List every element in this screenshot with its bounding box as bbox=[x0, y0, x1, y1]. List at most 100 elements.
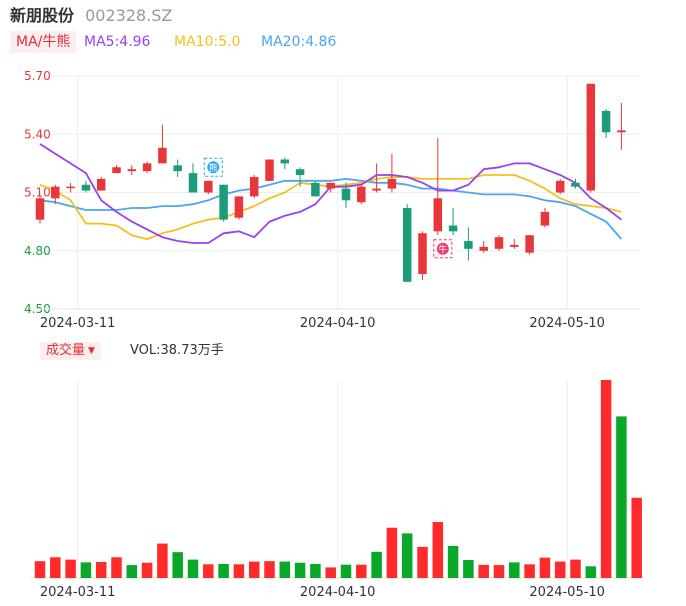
volume-bar-up bbox=[631, 497, 642, 578]
volume-bar-up bbox=[203, 564, 214, 578]
volume-bar-up bbox=[539, 557, 551, 578]
volume-bar-up bbox=[493, 565, 505, 578]
volume-x-tick-label: 2024-03-11 bbox=[40, 585, 116, 600]
volume-indicator-label: 成交量 bbox=[46, 343, 86, 358]
volume-bar-down bbox=[294, 562, 306, 578]
candle-down bbox=[219, 184, 228, 220]
volume-bar-down bbox=[218, 563, 229, 578]
caret-down-icon: ▼ bbox=[88, 346, 95, 356]
stock-name: 新朋股份 bbox=[10, 6, 75, 25]
y-tick-label: 5.70 bbox=[24, 69, 51, 83]
ma20-legend: MA20:4.86 bbox=[261, 34, 337, 50]
candle-up bbox=[51, 186, 60, 199]
volume-bar-down bbox=[340, 564, 352, 578]
volume-bar-up bbox=[478, 564, 489, 578]
stock-header: 新朋股份 002328.SZ bbox=[10, 4, 172, 28]
volume-bar-down bbox=[310, 563, 321, 578]
x-tick-label: 2024-04-10 bbox=[300, 316, 376, 331]
volume-x-tick-label: 2024-04-10 bbox=[300, 585, 376, 600]
candle-up bbox=[96, 178, 106, 191]
volume-bar-down bbox=[371, 551, 382, 578]
y-tick-label: 4.80 bbox=[24, 244, 51, 258]
y-tick-label: 5.40 bbox=[24, 127, 51, 141]
volume-bar-up bbox=[95, 561, 107, 578]
volume-bar-up bbox=[248, 561, 260, 578]
candle-up bbox=[66, 186, 75, 189]
ma5-line bbox=[39, 143, 622, 244]
candle-up bbox=[617, 130, 626, 133]
candle-up bbox=[158, 147, 167, 164]
volume-bar-down bbox=[279, 561, 291, 578]
volume-bar-up bbox=[34, 561, 46, 578]
volume-bar-up bbox=[554, 561, 566, 578]
volume-bar-up bbox=[386, 527, 398, 578]
candle-down bbox=[448, 225, 458, 232]
candle-down bbox=[601, 110, 611, 133]
volume-bar-down bbox=[80, 562, 92, 578]
x-tick-label: 2024-05-10 bbox=[529, 316, 605, 331]
volume-bar-up bbox=[432, 522, 444, 578]
candle-up bbox=[234, 196, 244, 218]
y-tick-label: 5.10 bbox=[24, 186, 51, 200]
candle-down bbox=[571, 182, 580, 187]
candle-up bbox=[112, 167, 121, 174]
bear-marker-label: 熊 bbox=[209, 162, 218, 174]
candle-up bbox=[127, 169, 137, 172]
candle-up bbox=[265, 159, 274, 181]
candle-up bbox=[357, 186, 366, 203]
bull-marker-frame bbox=[433, 239, 453, 259]
candle-up bbox=[433, 198, 443, 232]
ma10-legend: MA10:5.0 bbox=[174, 34, 241, 50]
bull-marker-icon bbox=[436, 242, 449, 255]
volume-bar-down bbox=[463, 560, 474, 578]
bull-marker-label: 牛 bbox=[438, 243, 447, 255]
volume-bar-down bbox=[172, 552, 183, 578]
candle-down bbox=[295, 169, 305, 176]
candle-up bbox=[540, 211, 550, 226]
candle-down bbox=[341, 188, 351, 201]
candle-down bbox=[280, 159, 290, 164]
candle-up bbox=[479, 246, 488, 251]
candle-up bbox=[494, 237, 504, 249]
volume-bar-up bbox=[417, 546, 428, 578]
candle-up bbox=[555, 180, 565, 193]
volume-bar-up bbox=[111, 557, 122, 578]
candle-up bbox=[372, 188, 381, 191]
volume-bar-up bbox=[325, 567, 336, 578]
volume-bar-down bbox=[616, 416, 627, 578]
volume-bar-up bbox=[141, 562, 153, 578]
candle-up bbox=[387, 178, 397, 189]
candle-up bbox=[204, 180, 213, 193]
volume-bar-up bbox=[264, 561, 275, 578]
candle-down bbox=[81, 184, 91, 191]
volume-bar-down bbox=[509, 562, 520, 578]
bear-marker-icon bbox=[207, 161, 220, 174]
volume-bar-down bbox=[447, 545, 459, 578]
volume-bar-down bbox=[126, 565, 138, 578]
volume-bar-down bbox=[585, 566, 597, 578]
candle-down bbox=[173, 165, 182, 172]
volume-bar-up bbox=[356, 564, 367, 578]
volume-bar-up bbox=[524, 564, 535, 578]
x-tick-label: 2024-03-11 bbox=[40, 316, 116, 331]
ma5-legend: MA5:4.96 bbox=[84, 34, 151, 50]
candle-down bbox=[311, 182, 320, 197]
candle-up bbox=[249, 176, 259, 197]
candle-up bbox=[586, 83, 596, 191]
candle-down bbox=[402, 208, 412, 282]
volume-value: VOL:38.73万手 bbox=[130, 343, 224, 358]
volume-bar-up bbox=[157, 543, 168, 578]
volume-bar-up bbox=[65, 559, 76, 578]
ma-indicator-selector[interactable]: MA/牛熊 bbox=[10, 31, 77, 53]
candle-down bbox=[188, 173, 198, 193]
candle-up bbox=[35, 198, 45, 220]
volume-indicator-selector[interactable]: 成交量 ▼ bbox=[40, 342, 101, 360]
candle-up bbox=[525, 235, 534, 253]
volume-bar-down bbox=[401, 533, 413, 578]
volume-x-tick-label: 2024-05-10 bbox=[529, 585, 605, 600]
candle-up bbox=[142, 163, 152, 172]
volume-bar-down bbox=[187, 559, 199, 578]
bear-marker-frame bbox=[203, 157, 223, 177]
candle-up bbox=[326, 182, 335, 189]
